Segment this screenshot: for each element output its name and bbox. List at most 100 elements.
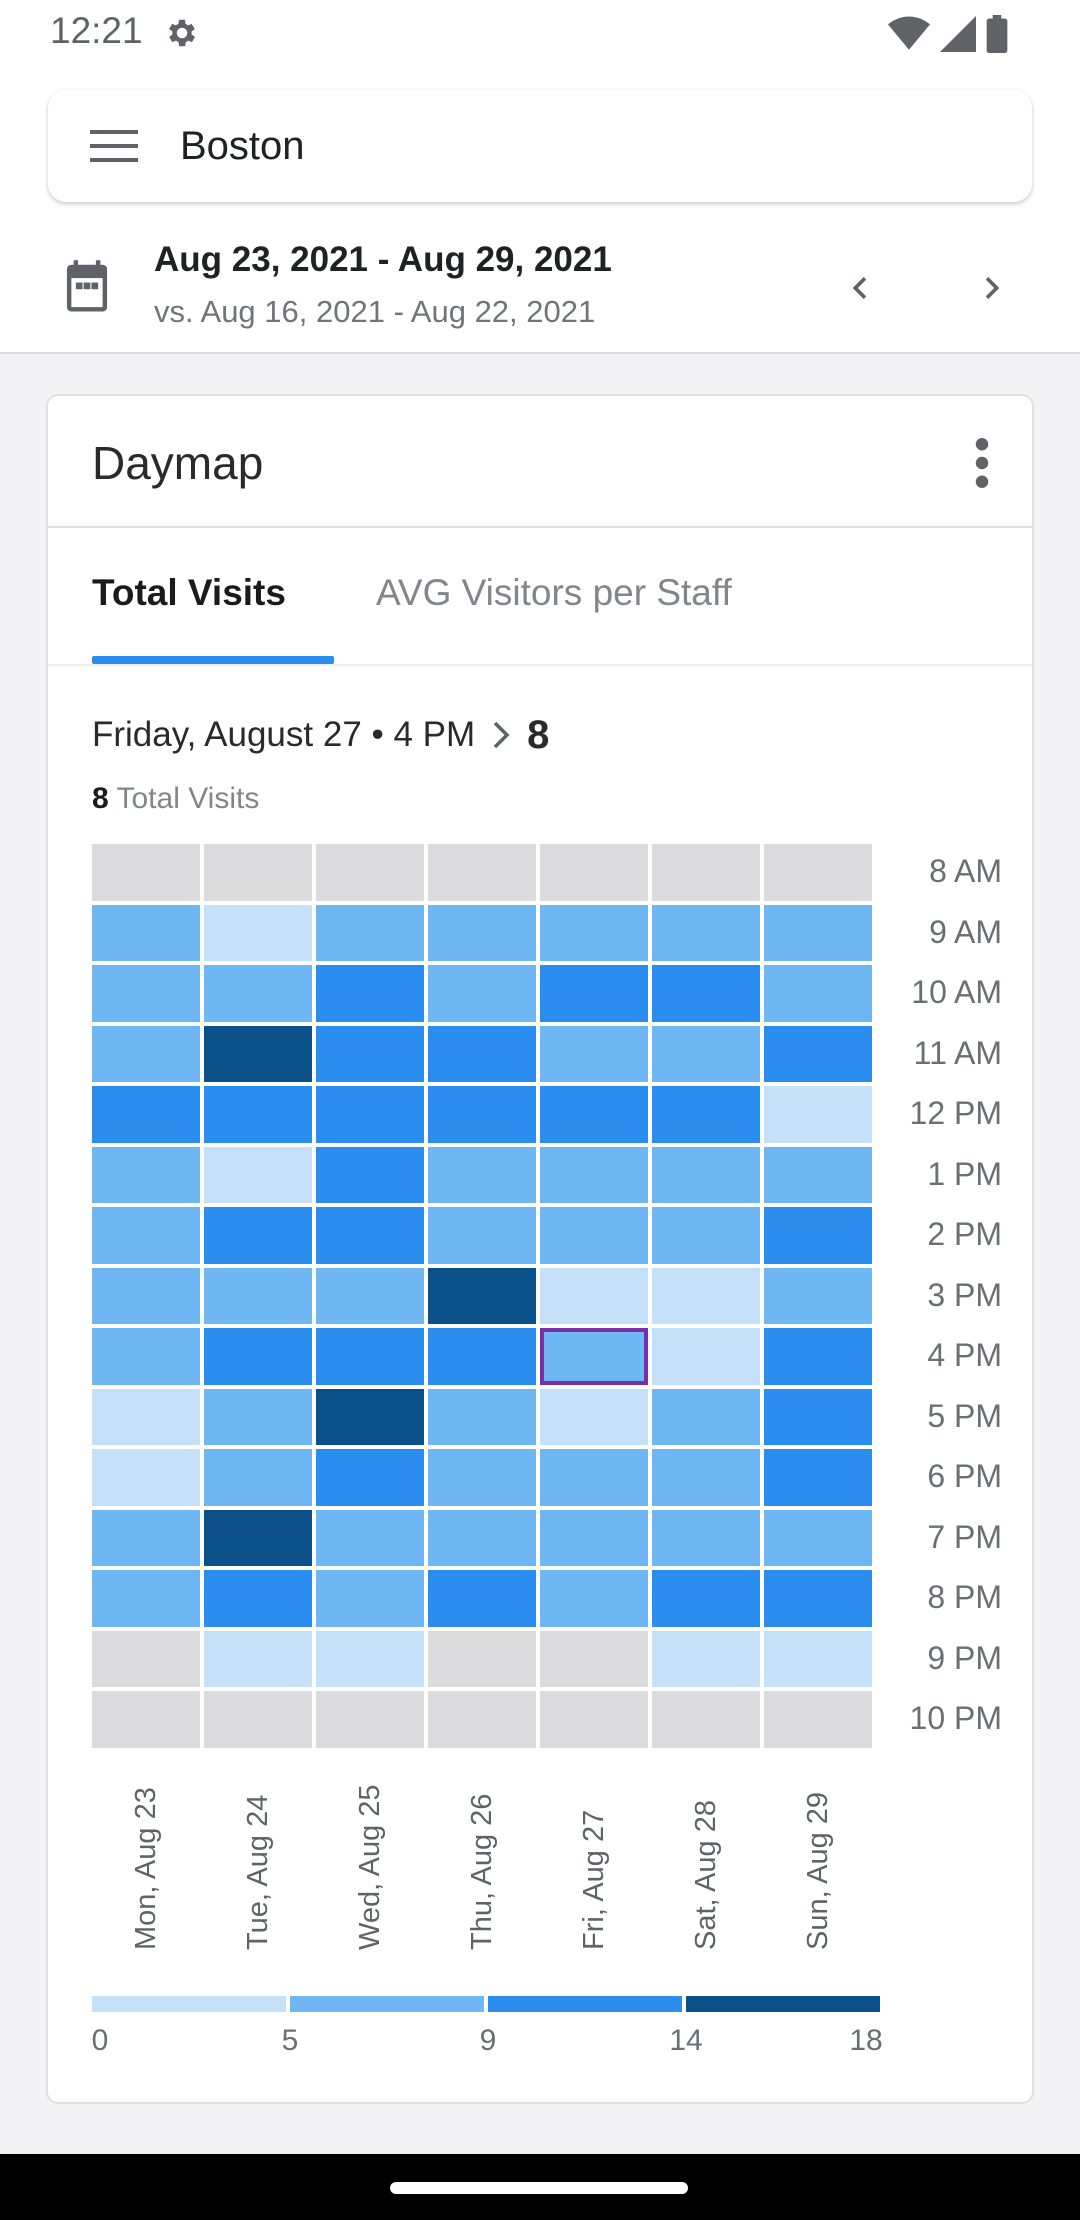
- heatmap-cell[interactable]: [316, 1388, 424, 1445]
- heatmap-cell[interactable]: [764, 1146, 872, 1203]
- heatmap-cell[interactable]: [428, 844, 536, 901]
- heatmap-cell[interactable]: [428, 965, 536, 1022]
- date-range[interactable]: Aug 23, 2021 - Aug 29, 2021: [154, 240, 612, 279]
- heatmap-cell[interactable]: [540, 844, 648, 901]
- heatmap-cell[interactable]: [764, 1328, 872, 1385]
- heatmap-cell[interactable]: [92, 1086, 200, 1143]
- heatmap-cell[interactable]: [540, 904, 648, 961]
- heatmap-cell[interactable]: [428, 1691, 536, 1748]
- heatmap-cell[interactable]: [764, 1025, 872, 1082]
- heatmap-cell[interactable]: [316, 1086, 424, 1143]
- more-vert-icon[interactable]: [972, 438, 992, 488]
- heatmap-cell[interactable]: [764, 1207, 872, 1264]
- heatmap-cell[interactable]: [652, 1328, 760, 1385]
- heatmap-cell[interactable]: [428, 1207, 536, 1264]
- heatmap-cell[interactable]: [92, 1691, 200, 1748]
- heatmap-cell[interactable]: [428, 1328, 536, 1385]
- heatmap-cell[interactable]: [316, 1570, 424, 1627]
- heatmap-cell-selected[interactable]: [540, 1328, 648, 1385]
- heatmap-cell[interactable]: [540, 1267, 648, 1324]
- heatmap-cell[interactable]: [428, 1570, 536, 1627]
- tab-total-visits[interactable]: Total Visits: [92, 572, 286, 613]
- heatmap-cell[interactable]: [540, 965, 648, 1022]
- heatmap-cell[interactable]: [764, 1509, 872, 1566]
- heatmap-cell[interactable]: [764, 1570, 872, 1627]
- heatmap-cell[interactable]: [428, 904, 536, 961]
- heatmap-cell[interactable]: [316, 1691, 424, 1748]
- heatmap-cell[interactable]: [652, 1267, 760, 1324]
- heatmap-cell[interactable]: [92, 1267, 200, 1324]
- heatmap-cell[interactable]: [652, 1086, 760, 1143]
- heatmap-cell[interactable]: [652, 904, 760, 961]
- heatmap-cell[interactable]: [652, 1449, 760, 1506]
- heatmap-cell[interactable]: [764, 1630, 872, 1687]
- heatmap-cell[interactable]: [316, 1146, 424, 1203]
- heatmap-cell[interactable]: [764, 965, 872, 1022]
- heatmap-cell[interactable]: [652, 965, 760, 1022]
- heatmap-cell[interactable]: [652, 1691, 760, 1748]
- heatmap-cell[interactable]: [204, 1025, 312, 1082]
- chevron-left-icon[interactable]: [838, 266, 882, 310]
- heatmap-cell[interactable]: [92, 1570, 200, 1627]
- heatmap-cell[interactable]: [316, 1328, 424, 1385]
- heatmap-cell[interactable]: [428, 1509, 536, 1566]
- heatmap-cell[interactable]: [428, 1630, 536, 1687]
- heatmap-cell[interactable]: [652, 1388, 760, 1445]
- heatmap-cell[interactable]: [428, 1086, 536, 1143]
- heatmap-cell[interactable]: [764, 1449, 872, 1506]
- heatmap-cell[interactable]: [92, 1025, 200, 1082]
- tab-avg-visitors-per-staff[interactable]: AVG Visitors per Staff: [376, 572, 732, 613]
- heatmap-cell[interactable]: [204, 1449, 312, 1506]
- heatmap-cell[interactable]: [540, 1086, 648, 1143]
- heatmap-cell[interactable]: [204, 844, 312, 901]
- heatmap-cell[interactable]: [764, 1086, 872, 1143]
- heatmap-cell[interactable]: [316, 1207, 424, 1264]
- heatmap-cell[interactable]: [316, 1449, 424, 1506]
- heatmap-cell[interactable]: [316, 844, 424, 901]
- heatmap-cell[interactable]: [316, 904, 424, 961]
- heatmap-cell[interactable]: [316, 1509, 424, 1566]
- heatmap-cell[interactable]: [764, 844, 872, 901]
- heatmap-cell[interactable]: [428, 1025, 536, 1082]
- heatmap-cell[interactable]: [764, 1691, 872, 1748]
- heatmap-cell[interactable]: [92, 965, 200, 1022]
- heatmap-cell[interactable]: [540, 1630, 648, 1687]
- heatmap-cell[interactable]: [652, 1570, 760, 1627]
- heatmap-cell[interactable]: [204, 1328, 312, 1385]
- heatmap-cell[interactable]: [316, 965, 424, 1022]
- heatmap-cell[interactable]: [92, 904, 200, 961]
- heatmap-cell[interactable]: [204, 965, 312, 1022]
- heatmap-cell[interactable]: [316, 1025, 424, 1082]
- heatmap-cell[interactable]: [92, 1449, 200, 1506]
- heatmap-cell[interactable]: [204, 904, 312, 961]
- heatmap-cell[interactable]: [204, 1570, 312, 1627]
- heatmap-cell[interactable]: [204, 1146, 312, 1203]
- heatmap-cell[interactable]: [92, 1630, 200, 1687]
- heatmap-cell[interactable]: [92, 1146, 200, 1203]
- heatmap-cell[interactable]: [540, 1509, 648, 1566]
- heatmap-cell[interactable]: [92, 844, 200, 901]
- heatmap-cell[interactable]: [540, 1570, 648, 1627]
- heatmap-cell[interactable]: [428, 1267, 536, 1324]
- search-bar[interactable]: Boston: [48, 90, 1032, 202]
- heatmap-cell[interactable]: [92, 1388, 200, 1445]
- heatmap-cell[interactable]: [652, 844, 760, 901]
- heatmap-cell[interactable]: [428, 1146, 536, 1203]
- heatmap-cell[interactable]: [204, 1267, 312, 1324]
- heatmap-cell[interactable]: [652, 1630, 760, 1687]
- heatmap-cell[interactable]: [764, 904, 872, 961]
- heatmap-cell[interactable]: [652, 1025, 760, 1082]
- heatmap-cell[interactable]: [428, 1449, 536, 1506]
- heatmap-cell[interactable]: [204, 1086, 312, 1143]
- heatmap-cell[interactable]: [92, 1328, 200, 1385]
- heatmap-cell[interactable]: [316, 1267, 424, 1324]
- heatmap-cell[interactable]: [204, 1630, 312, 1687]
- heatmap-cell[interactable]: [540, 1691, 648, 1748]
- heatmap-cell[interactable]: [428, 1388, 536, 1445]
- heatmap-cell[interactable]: [540, 1207, 648, 1264]
- heatmap-cell[interactable]: [204, 1509, 312, 1566]
- heatmap-cell[interactable]: [652, 1509, 760, 1566]
- heatmap-cell[interactable]: [204, 1691, 312, 1748]
- heatmap-cell[interactable]: [92, 1207, 200, 1264]
- heatmap-cell[interactable]: [540, 1449, 648, 1506]
